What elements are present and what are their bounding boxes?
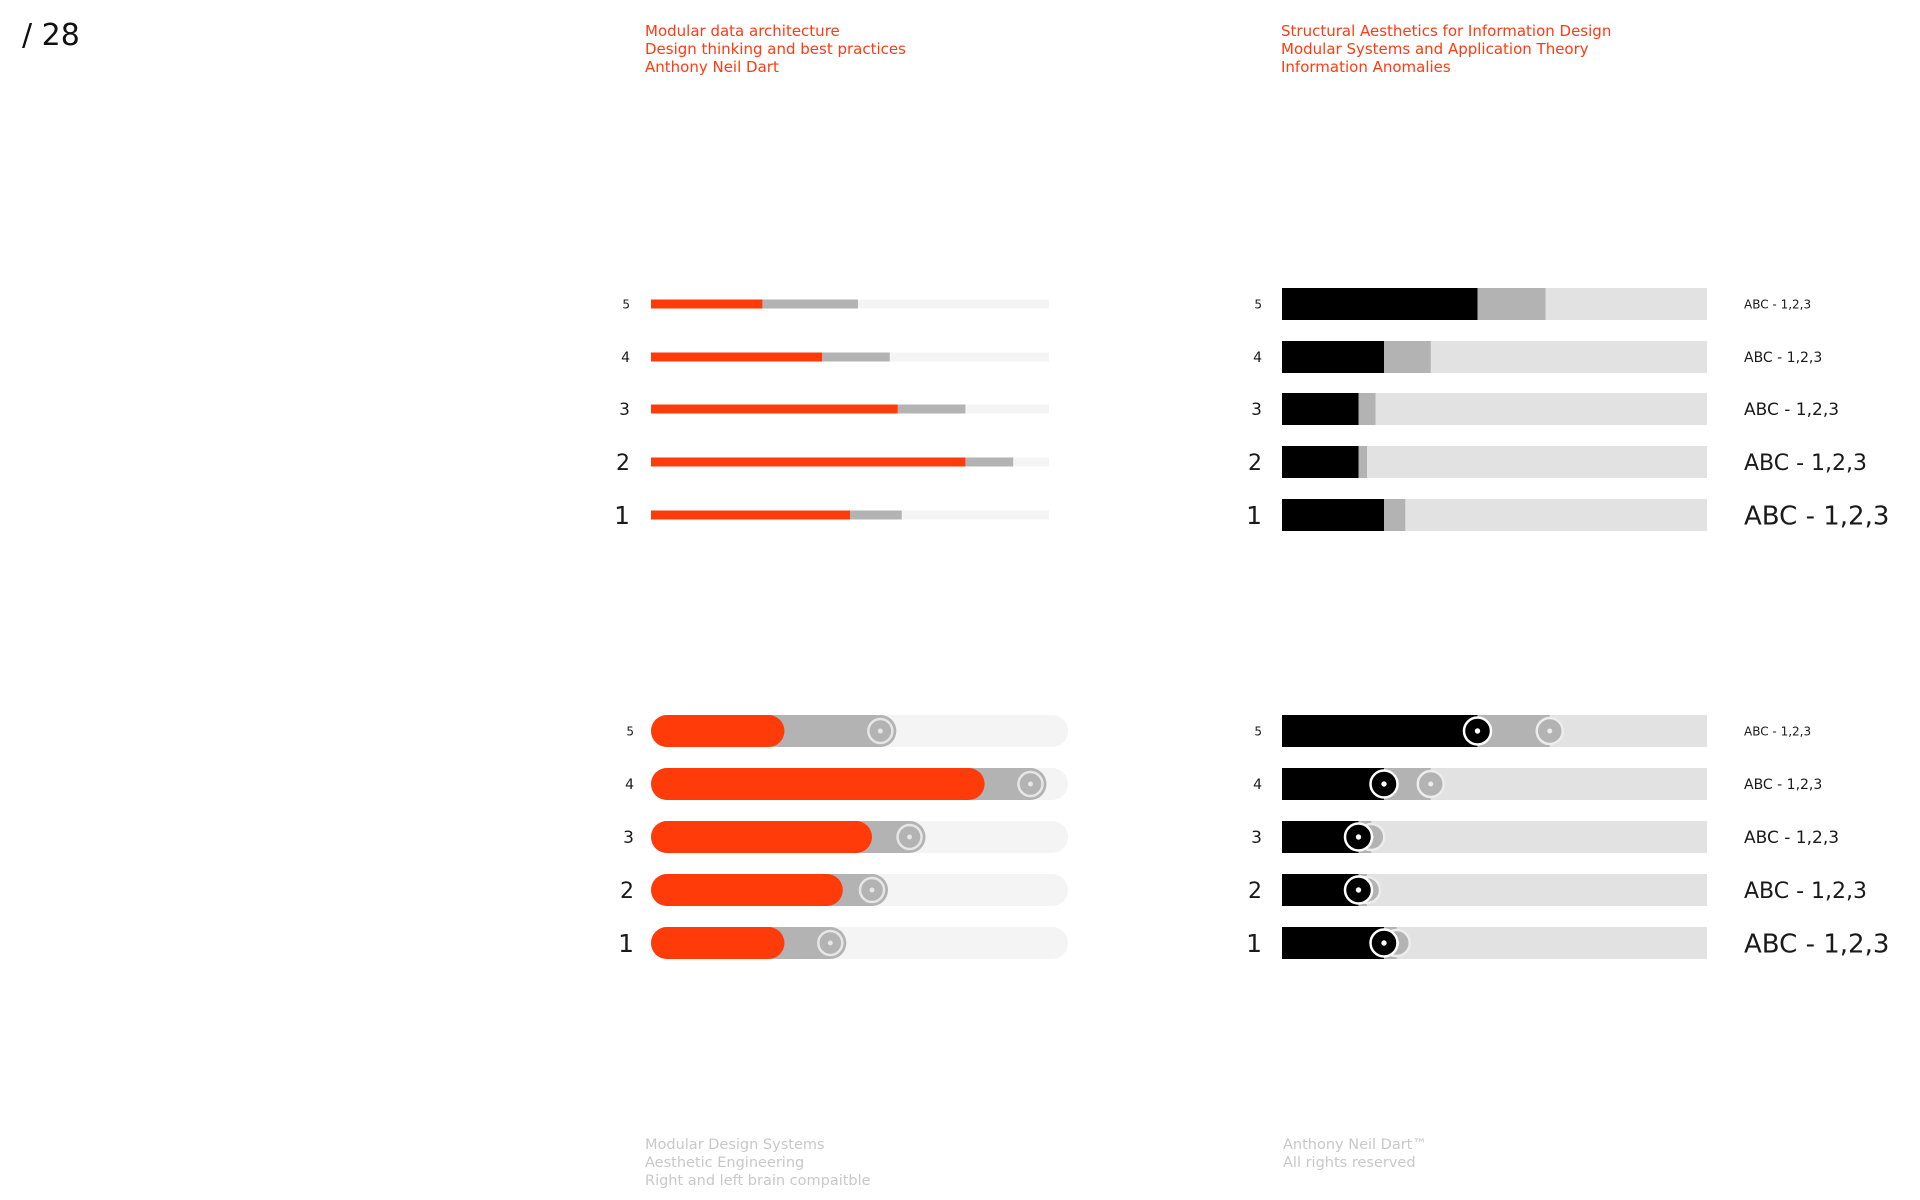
bar-primary [1282, 446, 1359, 478]
bar-annotation: ABC - 1,2,3 [1744, 350, 1822, 366]
primary-knob-dot [1381, 781, 1387, 787]
category-label: 2 [1248, 451, 1262, 476]
bar-primary [651, 821, 873, 853]
bar-annotation: ABC - 1,2,3 [1744, 451, 1867, 476]
slider-knob-ring [1017, 770, 1044, 798]
bar-primary [651, 404, 898, 414]
primary-knob-dot [1381, 940, 1387, 946]
bar-primary [1282, 393, 1359, 425]
bar-primary [651, 768, 985, 800]
bar-secondary [1384, 499, 1406, 531]
category-label: 4 [1253, 777, 1262, 793]
category-label: 3 [623, 828, 634, 848]
category-label: 2 [620, 879, 634, 904]
category-label: 4 [625, 777, 634, 793]
bar-primary [1282, 288, 1478, 320]
footer-right-line: All rights reserved [1283, 1155, 1416, 1171]
bar-annotation: ABC - 1,2,3 [1744, 297, 1811, 311]
footer-left-line: Right and left brain compaitble [645, 1173, 871, 1189]
page-number: / 28 [22, 18, 80, 53]
footer-left: Modular Design Systems Aesthetic Enginee… [645, 1136, 871, 1190]
bar-secondary [850, 510, 902, 520]
chart-1: 5 ABC - 1,2,3 4 ABC - 1,2,3 3 ABC - 1,2,3 2 ABC… [1246, 288, 1889, 531]
category-label: 1 [1246, 501, 1262, 530]
slider-knob-dot [869, 887, 875, 893]
category-label: 3 [1251, 828, 1262, 848]
bar-primary [651, 927, 785, 959]
header-right-line: Structural Aesthetics for Information De… [1281, 22, 1612, 40]
bar-annotation: ABC - 1,2,3 [1744, 777, 1822, 793]
bar-primary [651, 874, 843, 906]
footer-right: Anthony Neil Dart™ All rights reserved [1283, 1136, 1427, 1172]
bar-primary [1282, 927, 1384, 959]
bar-primary [651, 352, 823, 362]
header-right-line: Information Anomalies [1281, 58, 1451, 76]
bar-primary [651, 715, 785, 747]
bar-primary [651, 457, 966, 467]
header-left: Modular data architecture Design thinkin… [645, 22, 906, 76]
bar-annotation: ABC - 1,2,3 [1744, 501, 1889, 531]
slider-knob-ring [896, 823, 923, 851]
slider-knob-dot [827, 940, 833, 946]
chart-2: 5 4 3 2 1 [618, 715, 1068, 959]
bar-secondary [965, 457, 1014, 467]
category-label: 1 [1246, 929, 1262, 958]
bar-secondary [1384, 341, 1431, 373]
bar-primary [1282, 341, 1384, 373]
primary-knob-dot [1474, 728, 1481, 734]
bar-primary [1282, 715, 1478, 747]
slider-knob-ring [867, 717, 894, 745]
bar-annotation: ABC - 1,2,3 [1744, 929, 1889, 959]
category-label: 5 [622, 297, 630, 311]
bar-secondary [762, 299, 858, 309]
bar-secondary [1358, 393, 1376, 425]
bar-annotation: ABC - 1,2,3 [1744, 724, 1811, 738]
bar-primary [1282, 499, 1384, 531]
slider-knob-ring [858, 876, 886, 904]
secondary-knob-dot [1428, 781, 1434, 787]
secondary-knob-dot [1547, 728, 1553, 734]
header-left-line: Modular data architecture [645, 22, 840, 40]
bar-primary [651, 510, 850, 520]
footer-left-line: Aesthetic Engineering [645, 1155, 805, 1171]
category-label: 2 [616, 451, 630, 476]
category-label: 4 [621, 350, 630, 366]
primary-knob-dot [1355, 834, 1362, 840]
chart-3: 5 ABC - 1,2,3 4 ABC - 1,2,3 3 ABC - 1,2,3 2 ABC… [1246, 715, 1889, 959]
slider-knob-ring [817, 929, 844, 957]
bar-primary [1282, 768, 1384, 800]
bar-annotation: ABC - 1,2,3 [1744, 828, 1839, 848]
category-label: 4 [1253, 350, 1262, 366]
category-label: 1 [618, 929, 634, 958]
category-label: 3 [1251, 400, 1262, 420]
chart-0: 5 4 3 2 1 [614, 297, 1049, 530]
category-label: 5 [1254, 297, 1262, 311]
bar-secondary [1477, 288, 1546, 320]
bar-secondary [822, 352, 890, 362]
header-right: Structural Aesthetics for Information De… [1281, 22, 1611, 76]
slider-knob-dot [1027, 781, 1033, 787]
footer-left-line: Modular Design Systems [645, 1137, 825, 1153]
category-label: 5 [626, 724, 634, 738]
footer-right-line: Anthony Neil Dart™ [1283, 1137, 1427, 1153]
category-label: 2 [1248, 879, 1262, 904]
bar-annotation: ABC - 1,2,3 [1744, 400, 1839, 420]
bar-primary [651, 299, 763, 309]
bar-annotation: ABC - 1,2,3 [1744, 879, 1867, 904]
slider-knob-dot [907, 834, 913, 840]
header-left-line: Design thinking and best practices [645, 40, 906, 58]
header-left-line: Anthony Neil Dart [645, 58, 779, 76]
primary-knob-dot [1355, 887, 1362, 893]
category-label: 1 [614, 501, 630, 530]
bar-secondary [897, 404, 966, 414]
header-right-line: Modular Systems and Application Theory [1281, 40, 1589, 58]
category-label: 5 [1254, 724, 1262, 738]
bar-secondary [1358, 446, 1367, 478]
category-label: 3 [619, 400, 630, 420]
slider-knob-dot [877, 728, 883, 734]
